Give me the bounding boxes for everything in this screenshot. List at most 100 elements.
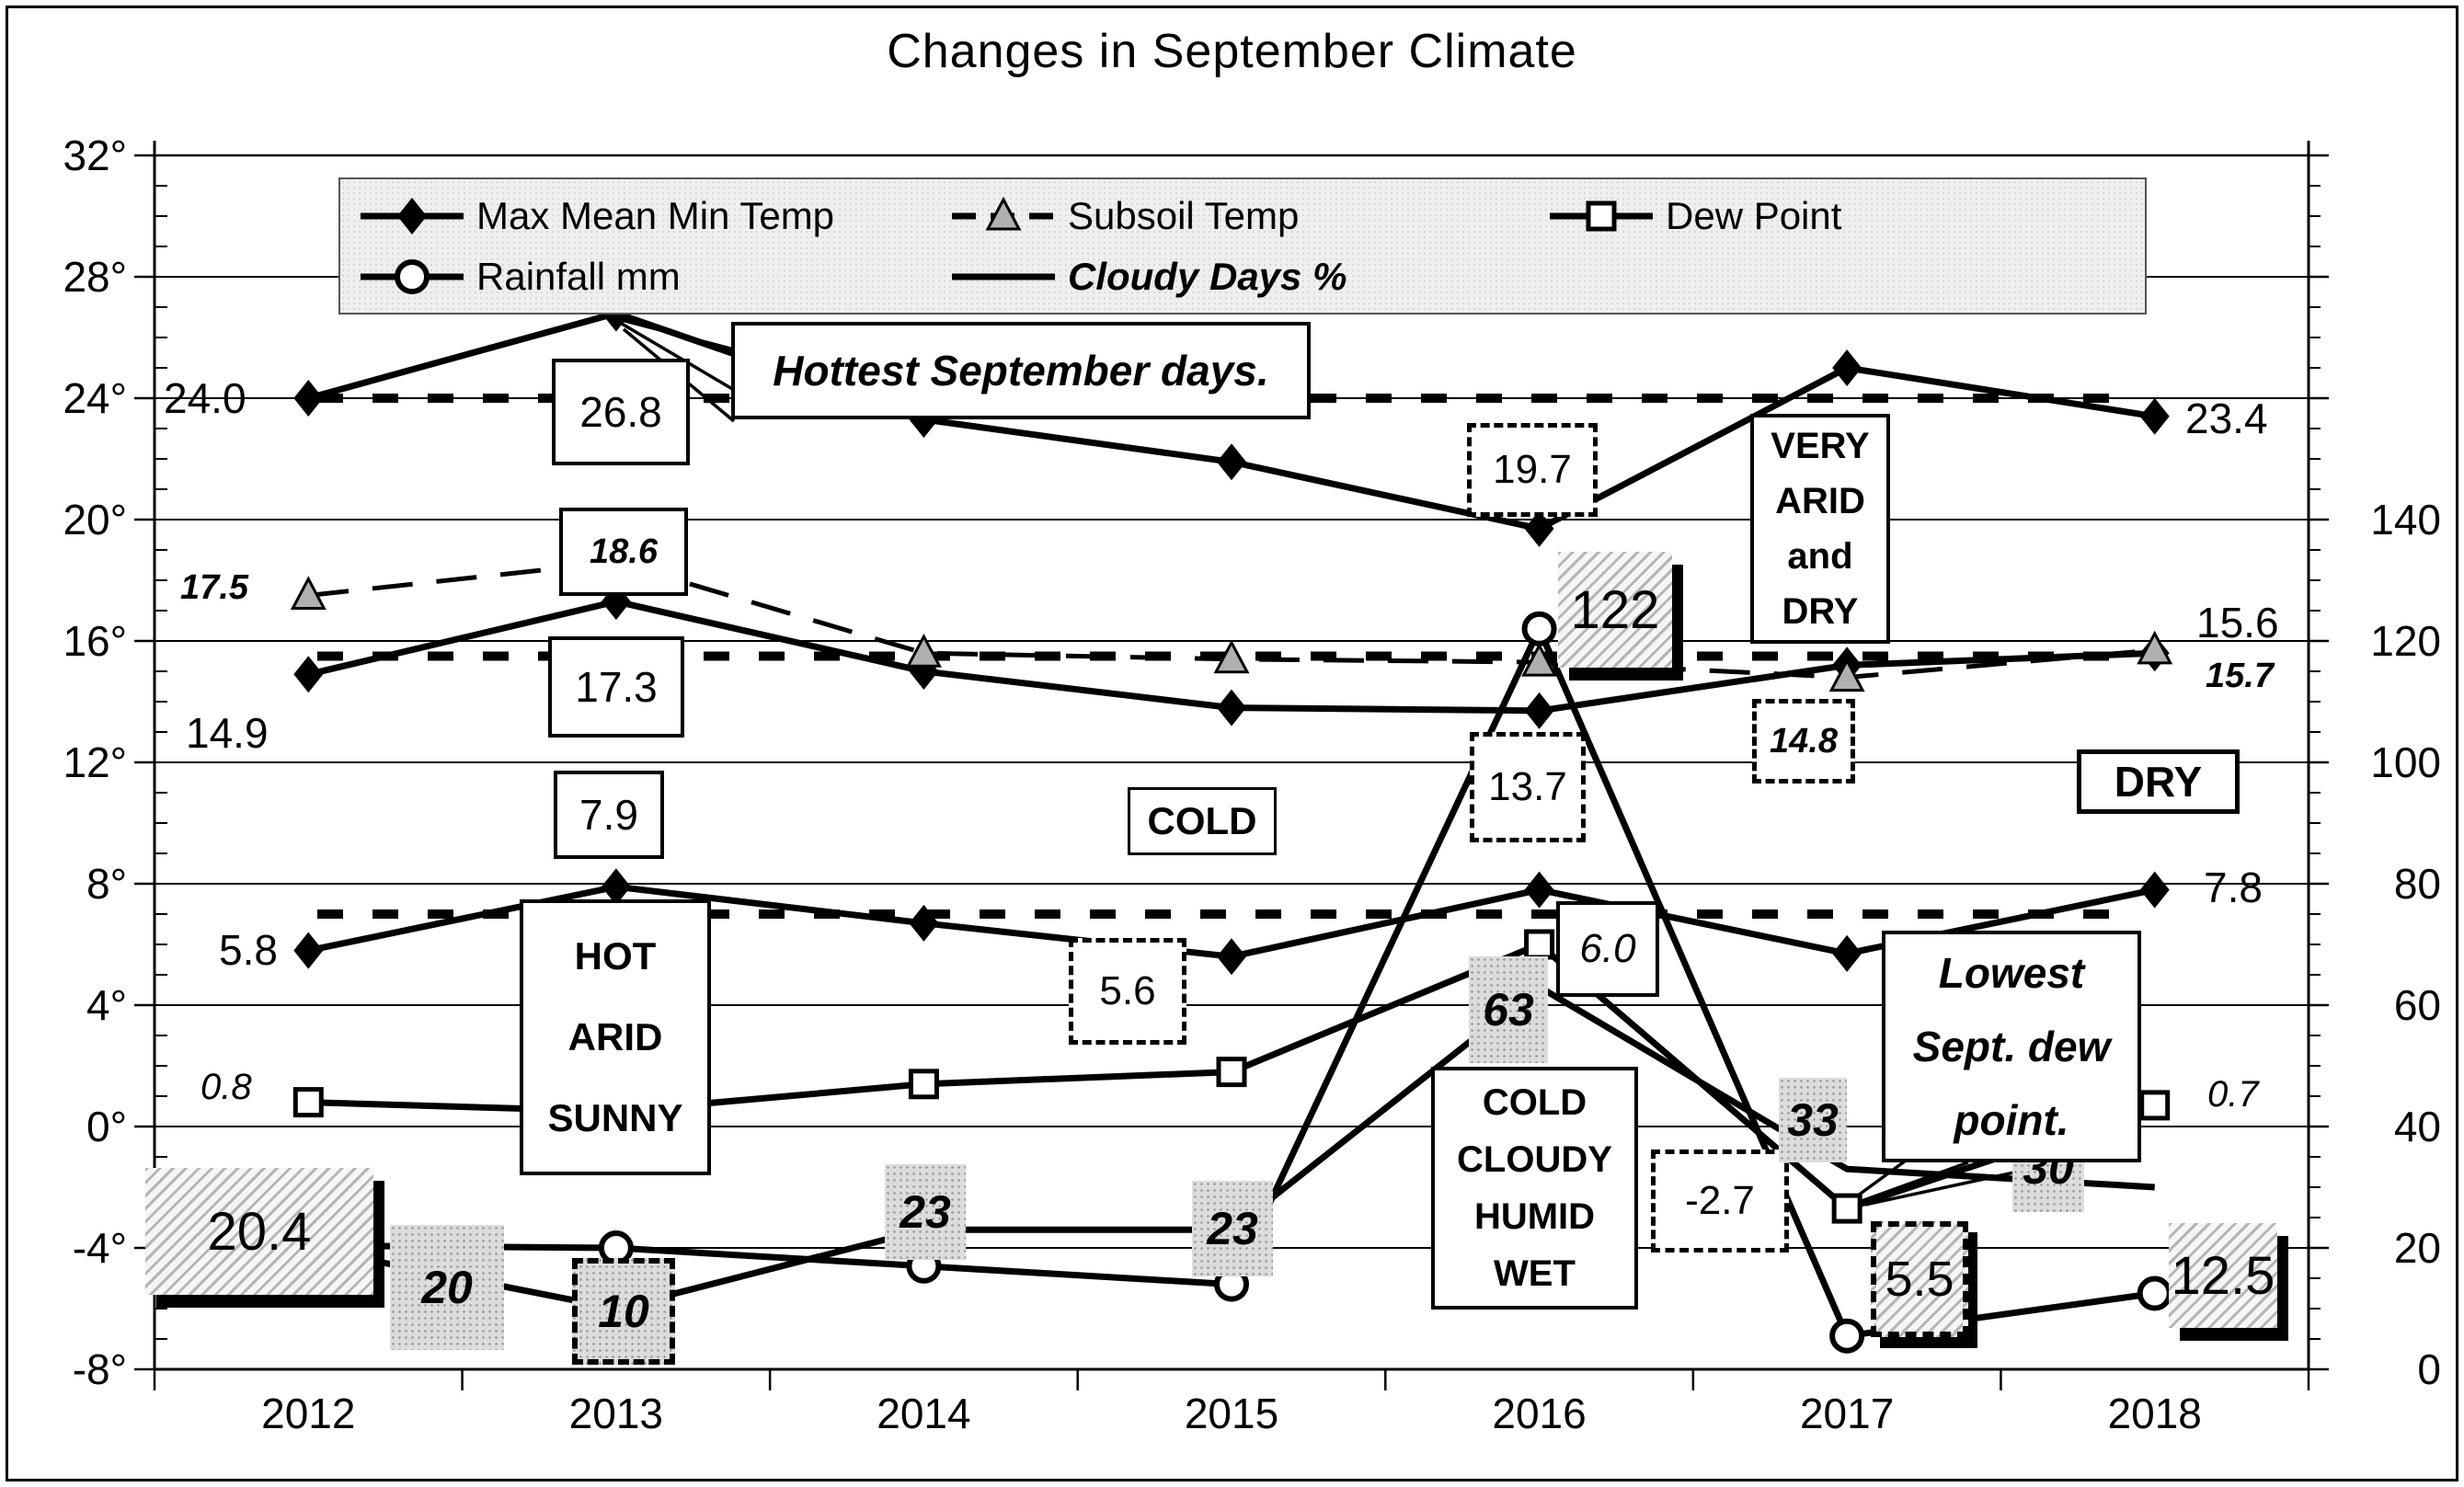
y-axis-right-tick-label: 100 [2370,738,2441,786]
legend-item-cloudy-days-: Cloudy Days % [952,253,1347,301]
legend-item-label: Max Mean Min Temp [476,194,835,237]
data-label: 20 [390,1225,504,1350]
data-label: 23 [1192,1181,1273,1276]
annotation-cold-cloudy-humid-wet: COLD CLOUDY HUMID WET [1431,1067,1638,1310]
data-label: 6.0 [1556,901,1659,997]
data-label: 122 [1558,552,1672,668]
square-marker [1831,1193,1862,1224]
data-label: 0.7 [2207,1074,2259,1115]
x-axis-tick-label: 2012 [261,1390,356,1437]
pointer-line [1861,1161,1969,1203]
legend-item-label: Subsoil Temp [1068,194,1300,237]
y-axis-left-tick-label: 12° [63,738,127,786]
diamond-marker [293,380,324,417]
square-marker [1524,929,1555,960]
y-axis-right-tick-label: 80 [2393,860,2441,908]
legend-item-dew-point: Dew Point [1550,192,1841,240]
triangle-marker [905,634,942,668]
data-label: 19.7 [1467,423,1598,517]
x-axis-tick-label: 2014 [877,1390,971,1437]
square-marker [292,1087,324,1118]
circle-marker [395,259,430,294]
legend-item-rainfall-mm: Rainfall mm [361,253,681,301]
data-label: 20.4 [145,1168,373,1295]
y-axis-left-tick-label: 8° [86,860,127,908]
pointer-line [1856,1159,1908,1197]
diamond-marker [397,198,427,234]
data-label: 33 [1779,1078,1847,1162]
diamond-marker [2139,397,2170,435]
data-label: 17.5 [180,568,248,607]
data-label: 23 [885,1164,966,1260]
triangle-marker [985,196,1022,231]
pointer-line [621,322,735,392]
diamond-marker [909,904,939,942]
y-axis-left-tick-label: 20° [63,496,127,543]
data-label: 5.5 [1871,1221,1968,1337]
legend-item-label: Rainfall mm [476,255,681,298]
diamond-marker [293,932,324,969]
y-axis-right-tick-label: 140 [2370,496,2441,543]
y-axis-left-tick-label: -4° [72,1224,127,1272]
circle-legend-marker-icon [361,259,464,294]
data-label: 12.5 [2169,1223,2277,1328]
pointer-line [621,318,735,351]
square-legend-marker-icon [1550,200,1653,232]
square-marker [1216,1057,1247,1088]
annotation-cold: COLD [1128,787,1277,855]
triangle-marker [1213,639,1250,674]
data-label: 63 [1469,956,1548,1063]
none-legend-marker-icon [952,273,1055,280]
data-label: 5.6 [1069,938,1186,1045]
x-axis-tick-label: 2015 [1184,1390,1279,1437]
diamond-marker [2139,871,2170,909]
annotation-lowest-sept-dew-point: Lowest Sept. dew point. [1882,931,2141,1162]
diamond-marker [1524,871,1554,909]
data-label: 14.9 [186,709,269,757]
annotation-hottest-september-days: Hottest September days. [731,322,1311,419]
data-label: 26.8 [552,359,690,465]
triangle-marker [1521,642,1558,677]
x-axis-tick-label: 2013 [568,1390,664,1437]
data-label: 18.6 [559,508,688,596]
data-label: 23.4 [2185,395,2268,442]
x-axis-tick-label: 2017 [1799,1390,1895,1437]
circle-marker [2137,1275,2172,1311]
data-label: 15.7 [2206,657,2274,695]
circle-marker [1829,1318,1865,1354]
data-label: 14.8 [1752,699,1855,784]
data-label: 5.8 [219,926,278,974]
y-axis-left-tick-label: 28° [63,253,127,301]
annotation-hot-arid-sunny: HOT ARID SUNNY [520,899,711,1175]
legend-item-label: Dew Point [1666,194,1842,237]
diamond-marker [1217,443,1246,481]
data-label: 13.7 [1470,732,1586,842]
square-marker [2139,1090,2171,1121]
diamond-marker [1832,934,1862,972]
annotation-dry: DRY [2077,749,2240,814]
square-marker [1586,200,1617,232]
legend-item-subsoil-temp: Subsoil Temp [952,192,1299,240]
y-axis-right-tick-label: 60 [2393,981,2441,1029]
diamond-marker [293,656,324,693]
y-axis-left-tick-label: 24° [63,374,127,422]
y-axis-left-tick-label: 0° [86,1103,127,1150]
y-axis-right-tick-label: 20 [2393,1224,2441,1272]
y-axis-right-tick-label: 0 [2417,1345,2441,1393]
y-axis-left-tick-label: 4° [86,981,127,1029]
axes [134,141,2329,1390]
y-axis-right-tick-label: 40 [2393,1103,2441,1150]
diamond-marker [1217,689,1246,726]
chart-title: Changes in September Climate [887,25,1577,78]
legend-item-label: Cloudy Days % [1068,255,1347,298]
data-label: 10 [572,1258,675,1365]
data-label: 7.8 [2204,864,2263,911]
y-axis-left-tick-label: 32° [63,132,127,179]
diamond-marker [1524,509,1554,547]
diamond-marker [1217,938,1246,976]
annotation-very-arid-and-dry: VERY ARID and DRY [1750,414,1890,644]
diamond-legend-marker-icon [361,198,464,234]
legend-item-max-mean-min-temp: Max Mean Min Temp [361,192,834,240]
y-axis-right-tick-label: 120 [2370,617,2441,665]
